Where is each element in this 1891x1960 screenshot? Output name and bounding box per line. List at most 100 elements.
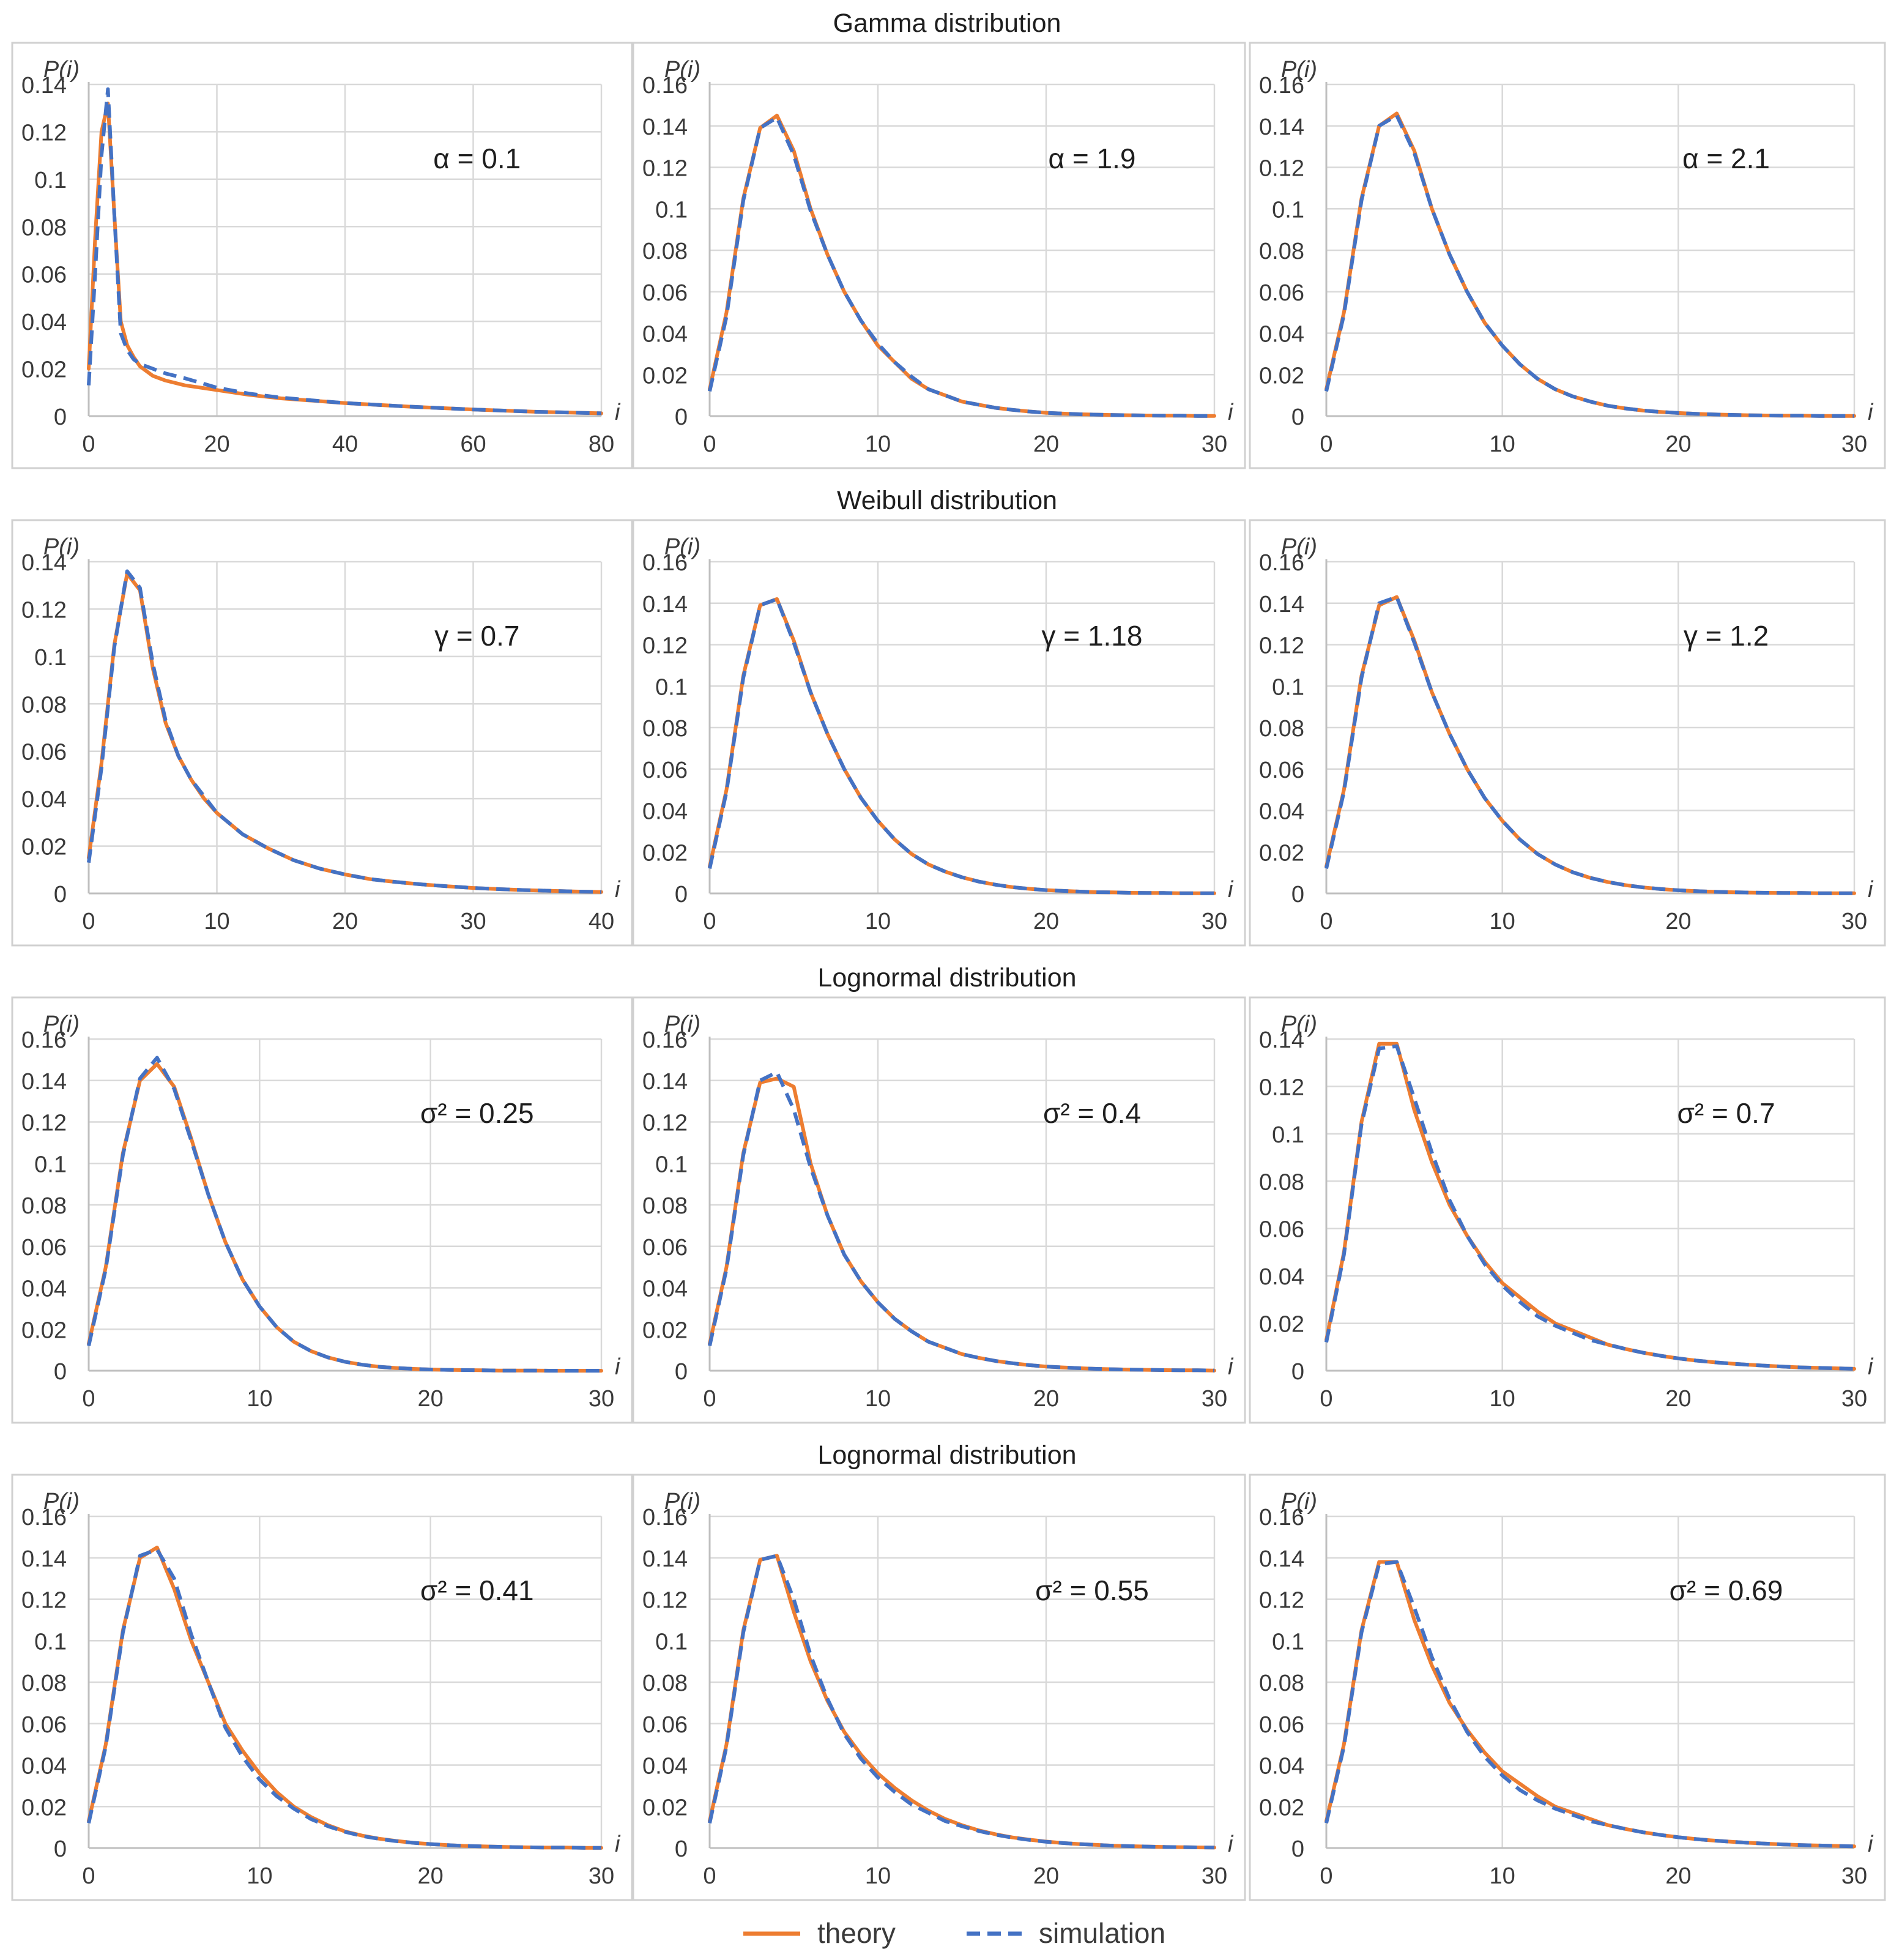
panel-frame	[632, 1474, 1246, 1901]
y-tick-label: 0.14	[21, 73, 67, 99]
parameter-label: γ = 0.7	[434, 620, 519, 652]
y-tick-label: 0.12	[1259, 633, 1304, 659]
x-tick-label: 10	[1490, 909, 1515, 934]
parameter-label: γ = 1.18	[1042, 620, 1143, 652]
x-tick-label: 0	[1320, 431, 1332, 457]
y-tick-label: 0.02	[21, 1317, 67, 1343]
x-axis-title: i	[615, 1831, 621, 1857]
y-tick-label: 0.12	[21, 597, 67, 623]
panel-frame	[11, 1474, 633, 1901]
y-tick-label: 0.02	[642, 840, 688, 866]
x-axis-title: i	[1228, 400, 1234, 425]
x-tick-label: 40	[332, 431, 358, 457]
x-tick-label: 20	[1033, 1863, 1059, 1889]
x-tick-label: 0	[703, 1863, 716, 1889]
panel-frame	[1249, 42, 1886, 469]
y-tick-label: 0.04	[1259, 1754, 1304, 1779]
chart-panel: 0 0.02 0.04 0.06 0.08 0.1 0.12 0.14 0.16 0 10 20 30 P…	[632, 1474, 1246, 1901]
y-tick-label: 0.06	[1259, 280, 1304, 306]
chart-panel: 0 0.02 0.04 0.06 0.08 0.1 0.12 0.14 0 20 40 60 80 P(i…	[11, 42, 633, 469]
y-tick-label: 0	[54, 882, 67, 907]
y-tick-label: 0.08	[1259, 239, 1304, 264]
y-tick-label: 0.14	[642, 114, 688, 140]
y-tick-label: 0.16	[21, 1027, 67, 1053]
panel-frame	[632, 42, 1246, 469]
y-tick-label: 0	[54, 1359, 67, 1385]
x-tick-label: 0	[703, 1386, 716, 1412]
y-tick-label: 0.14	[1259, 592, 1304, 617]
y-axis-title: P(i)	[1281, 534, 1317, 560]
series-line-simulation	[87, 1056, 601, 1373]
y-tick-label: 0.12	[1259, 1588, 1304, 1614]
y-tick-label: 0.14	[642, 592, 688, 617]
x-tick-label: 10	[865, 1863, 891, 1889]
series-line-theory	[87, 102, 603, 415]
x-tick-label: 30	[1202, 1386, 1227, 1412]
row-title: Gamma distribution	[833, 9, 1061, 38]
chart-panel: 0 0.02 0.04 0.06 0.08 0.1 0.12 0.14 0.16 0 10 20 30 P…	[11, 996, 633, 1424]
y-tick-label: 0.12	[21, 120, 67, 146]
x-tick-label: 30	[1841, 1386, 1867, 1412]
y-tick-label: 0.08	[21, 1671, 67, 1696]
y-tick-label: 0.04	[21, 310, 67, 335]
x-tick-label: 40	[589, 909, 614, 934]
y-axis-title: P(i)	[664, 57, 700, 83]
y-tick-label: 0	[1291, 1359, 1304, 1385]
y-axis-title: P(i)	[664, 534, 700, 560]
y-tick-label: 0	[675, 882, 688, 907]
y-tick-label: 0.04	[21, 1754, 67, 1779]
series-line-simulation	[87, 87, 602, 415]
panel-frame	[632, 519, 1246, 947]
y-tick-label: 0.1	[655, 197, 688, 223]
y-tick-label: 0.02	[642, 1317, 688, 1343]
parameter-label: γ = 1.2	[1684, 620, 1769, 652]
x-axis-title: i	[1868, 400, 1874, 425]
x-tick-label: 30	[589, 1863, 614, 1889]
y-tick-label: 0.1	[655, 1629, 688, 1655]
series-line-simulation	[87, 1548, 601, 1850]
x-axis-title: i	[615, 1354, 621, 1380]
x-axis-title: i	[1868, 1354, 1874, 1380]
y-tick-label: 0.14	[21, 1069, 67, 1095]
y-tick-label: 0	[1291, 1836, 1304, 1862]
y-tick-label: 0.06	[21, 1235, 67, 1261]
y-tick-label: 0.1	[34, 645, 67, 671]
x-tick-label: 10	[865, 431, 891, 457]
y-tick-label: 0.1	[1272, 1629, 1304, 1655]
chart-panel: 0 0.02 0.04 0.06 0.08 0.1 0.12 0.14 0.16 0 10 20 30 P…	[1249, 519, 1886, 947]
row-title: Lognormal distribution	[817, 963, 1076, 993]
y-tick-label: 0.04	[642, 799, 688, 825]
x-tick-label: 20	[1665, 1386, 1691, 1412]
y-tick-label: 0.06	[1259, 758, 1304, 783]
y-tick-label: 0.06	[21, 740, 67, 766]
x-tick-label: 20	[418, 1863, 444, 1889]
chart-panel: 0 0.02 0.04 0.06 0.08 0.1 0.12 0.14 0.16 0 10 20 30 P…	[632, 996, 1246, 1424]
y-tick-label: 0.1	[34, 168, 67, 193]
y-tick-label: 0.16	[642, 1027, 688, 1053]
x-tick-label: 10	[865, 909, 891, 934]
y-tick-label: 0.06	[1259, 1712, 1304, 1738]
y-tick-label: 0.14	[1259, 1027, 1304, 1053]
chart-panel: 0 0.02 0.04 0.06 0.08 0.1 0.12 0.14 0 10 20 30 P(i) i…	[1249, 996, 1886, 1424]
y-tick-label: 0.06	[642, 758, 688, 783]
row-title: Lognormal distribution	[817, 1440, 1076, 1470]
y-tick-label: 0.02	[642, 1795, 688, 1820]
series-line-simulation	[1324, 1560, 1855, 1849]
x-axis-title: i	[1868, 877, 1874, 903]
x-tick-label: 30	[460, 909, 486, 934]
x-tick-label: 80	[589, 431, 614, 457]
x-tick-label: 10	[865, 1386, 891, 1412]
y-tick-label: 0.12	[1259, 1075, 1304, 1100]
series-line-simulation	[1324, 1044, 1855, 1371]
y-tick-label: 0.04	[21, 1276, 67, 1302]
y-tick-label: 0.12	[21, 1111, 67, 1136]
x-tick-label: 20	[332, 909, 358, 934]
panel-frame	[1249, 996, 1886, 1424]
y-axis-title: P(i)	[1281, 57, 1317, 83]
y-tick-label: 0	[675, 1359, 688, 1385]
y-tick-label: 0.02	[21, 835, 67, 860]
parameter-label: α = 0.1	[433, 143, 521, 174]
y-tick-label: 0	[54, 1836, 67, 1862]
y-tick-label: 0.02	[642, 363, 688, 389]
